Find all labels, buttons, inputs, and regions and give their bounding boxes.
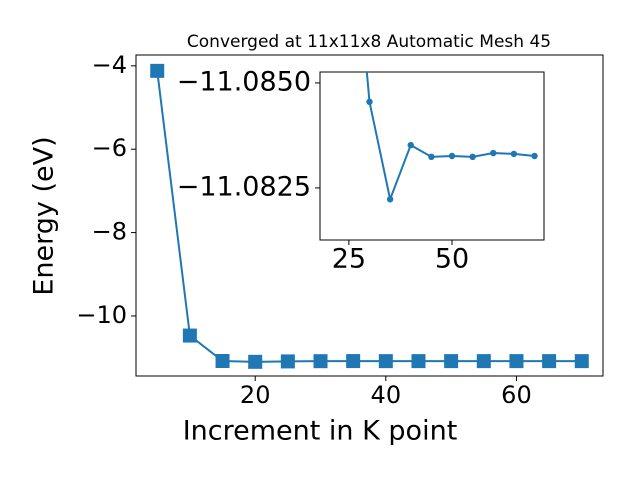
marker	[469, 153, 476, 161]
y-tick-label: −11.0825	[177, 171, 311, 202]
marker	[215, 353, 230, 368]
marker	[366, 98, 373, 106]
y-axis-label: Energy (eV)	[29, 136, 60, 295]
marker	[574, 354, 589, 369]
plot-group	[365, 72, 538, 203]
y-tick-label: −10	[76, 301, 127, 329]
marker	[407, 141, 414, 149]
marker	[510, 150, 518, 158]
x-tick-label: 25	[332, 244, 366, 275]
chart-title: Converged at 11x11x8 Automatic Mesh 45	[187, 32, 551, 52]
marker	[476, 354, 491, 369]
x-tick-label: 50	[435, 244, 469, 275]
marker	[248, 354, 263, 369]
marker	[280, 354, 295, 369]
y-tick-label: −8	[92, 218, 127, 246]
series-line	[365, 72, 535, 203]
marker	[428, 153, 435, 161]
y-tick-label: −4	[92, 51, 127, 79]
y-tick-label: −6	[92, 134, 127, 162]
marker	[448, 152, 456, 160]
marker	[509, 354, 524, 369]
plot-group	[150, 63, 589, 369]
y-tick-label: −11.0850	[177, 66, 311, 97]
marker	[150, 63, 165, 78]
marker	[346, 354, 361, 369]
marker	[182, 328, 197, 343]
x-axis-label: Increment in K point	[183, 416, 458, 447]
marker	[444, 354, 459, 369]
marker	[411, 354, 426, 369]
x-tick-label: 20	[240, 381, 271, 409]
marker	[531, 152, 538, 160]
marker	[313, 354, 328, 369]
marker	[378, 354, 393, 369]
marker	[542, 354, 557, 369]
x-tick-label: 60	[501, 381, 532, 409]
marker	[386, 196, 394, 203]
x-tick-label: 40	[371, 381, 402, 409]
marker	[490, 149, 497, 157]
